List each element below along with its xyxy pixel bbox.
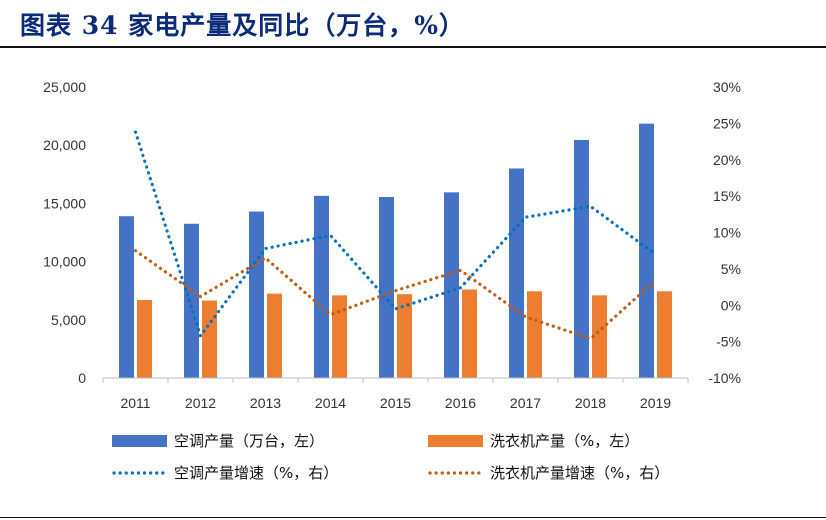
y-left-tick-label: 0 (78, 370, 86, 386)
x-tick-label: 2019 (640, 395, 671, 411)
y-right-tick-label: 25% (713, 115, 741, 131)
x-tick-label: 2011 (120, 395, 150, 411)
x-tick-label: 2018 (575, 395, 606, 411)
y-left-tick-label: 25,000 (43, 79, 86, 95)
bar-1-2013 (249, 211, 264, 378)
bar-1-2016 (444, 192, 459, 378)
legend-label: 洗衣机产量增速（%，右） (490, 464, 669, 482)
y-left-tick-label: 15,000 (43, 195, 86, 211)
y-left-ticks: 0 5,000 10,000 15,000 20,000 25,000 (43, 79, 86, 386)
x-tick-label: 2015 (380, 395, 411, 411)
y-right-tick-label: 0% (721, 297, 741, 313)
line-layer (133, 130, 658, 341)
bar-layer (119, 123, 672, 378)
bar-1-2014 (314, 195, 329, 378)
bar-2-2014 (332, 295, 347, 378)
legend-label: 空调产量增速（%，右） (174, 464, 338, 482)
bar-1-2017 (509, 168, 524, 378)
y-right-tick-label: 30% (713, 79, 741, 95)
y-left-tick-label: 5,000 (51, 312, 86, 328)
legend: 空调产量（万台，左） 洗衣机产量（%，左） 空调产量增速（%，右） 洗衣机产量增速（%… (112, 432, 669, 482)
bar-1-2019 (639, 123, 654, 378)
legend-swatch (428, 435, 483, 447)
y-right-tick-label: 15% (713, 188, 741, 204)
bar-1-2015 (379, 196, 394, 378)
y-right-ticks: -10% -5% 0% 5% 10% 15% 20% 25% 30% (708, 79, 741, 386)
bar-2-2015 (397, 294, 412, 378)
line-series-1 (133, 130, 658, 340)
bar-2-2012 (202, 300, 217, 378)
legend-label: 洗衣机产量（%，左） (490, 432, 639, 450)
bottom-divider (0, 517, 826, 518)
bar-1-2012 (184, 223, 199, 378)
y-left-tick-label: 20,000 (43, 137, 86, 153)
y-right-tick-label: 20% (713, 152, 741, 168)
legend-item-4: 洗衣机产量增速（%，右） (428, 464, 669, 482)
x-ticks: 2011 2012 2013 2014 2015 2016 2017 2018 2019 (102, 378, 689, 411)
bar-2-2013 (267, 293, 282, 378)
legend-label: 空调产量（万台，左） (174, 432, 324, 450)
legend-item-3: 空调产量增速（%，右） (112, 464, 338, 482)
y-right-tick-label: -10% (708, 370, 741, 386)
y-right-tick-label: -5% (716, 334, 741, 350)
legend-swatch (112, 435, 167, 447)
page-title: 图表 34 家电产量及同比（万台，%） (20, 11, 465, 40)
y-right-tick-label: 10% (713, 225, 741, 241)
x-tick-label: 2017 (510, 395, 541, 411)
y-left-tick-label: 10,000 (43, 254, 86, 270)
bar-2-2019 (657, 291, 672, 378)
x-tick-label: 2016 (445, 395, 476, 411)
bar-1-2018 (574, 139, 589, 378)
bar-2-2011 (137, 300, 152, 378)
bar-2-2018 (592, 295, 607, 378)
legend-item-1: 空调产量（万台，左） (112, 432, 324, 450)
x-tick-label: 2014 (315, 395, 346, 411)
y-right-tick-label: 5% (721, 261, 741, 277)
bar-2-2017 (527, 291, 542, 378)
line-series-2 (133, 249, 658, 341)
x-tick-label: 2013 (250, 395, 281, 411)
x-tick-label: 2012 (185, 395, 216, 411)
bar-1-2011 (119, 216, 134, 378)
bar-2-2016 (462, 289, 477, 378)
title-divider (0, 46, 826, 48)
legend-item-2: 洗衣机产量（%，左） (428, 432, 639, 450)
